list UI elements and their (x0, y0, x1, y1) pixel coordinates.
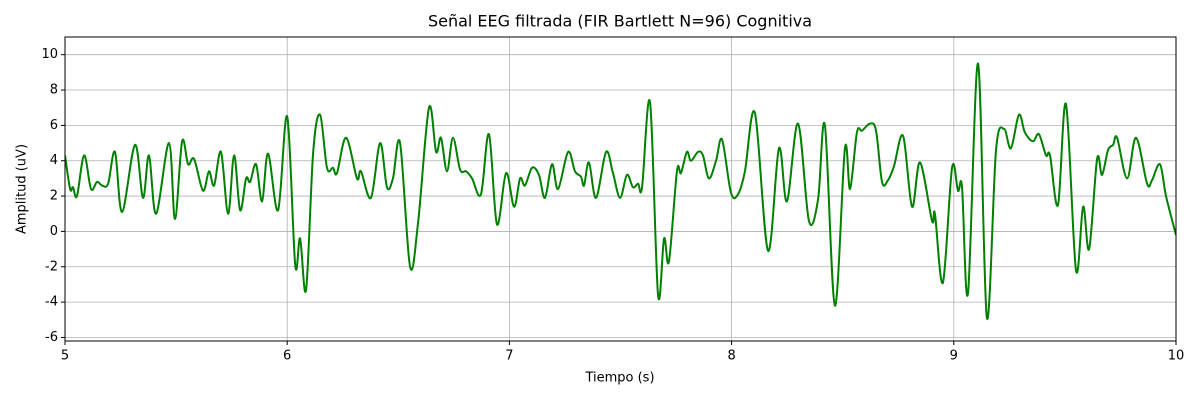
x-tick-label: 8 (727, 349, 735, 364)
plot-frame (64, 36, 1177, 342)
y-tick-label: 10 (41, 47, 58, 62)
x-tick-label: 6 (283, 349, 291, 364)
chart-title: Señal EEG filtrada (FIR Bartlett N=96) C… (428, 12, 812, 31)
y-tick-label: -2 (45, 259, 58, 274)
y-tick-label: 0 (50, 224, 58, 239)
y-axis-label: Amplitud (uV) (15, 144, 30, 234)
x-tick-label: 10 (1168, 349, 1185, 364)
x-tick-label: 9 (950, 349, 958, 364)
x-tick-label: 7 (505, 349, 513, 364)
y-tick-label: 2 (50, 189, 58, 204)
x-tick-label: 5 (61, 349, 69, 364)
y-tick-label: 8 (50, 83, 58, 98)
eeg-line (65, 62, 1176, 320)
x-axis-label: Tiempo (s) (584, 371, 654, 386)
y-tick-label: 4 (50, 153, 58, 168)
y-tick-label: 6 (50, 118, 58, 133)
y-tick-label: -6 (45, 330, 58, 345)
y-tick-label: -4 (45, 295, 58, 310)
